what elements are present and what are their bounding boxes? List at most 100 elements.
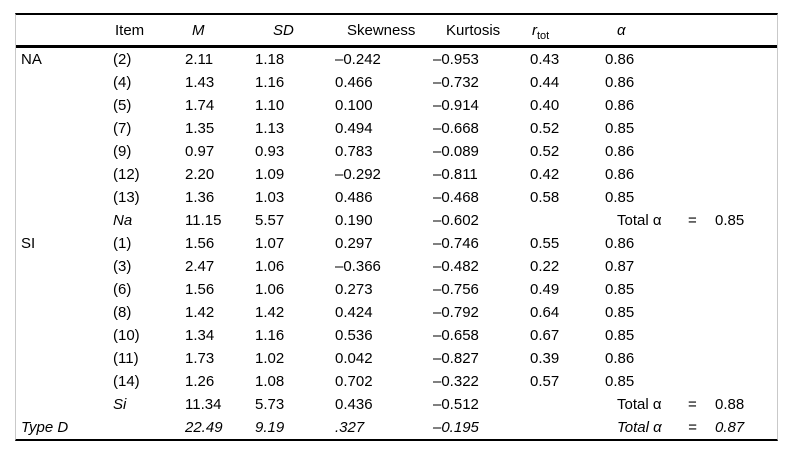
cell-rtot: 0.67	[530, 327, 560, 344]
cell-skewness: 0.702	[335, 373, 373, 390]
cell-kurtosis: –0.668	[433, 120, 479, 137]
cell-skewness: .327	[335, 419, 365, 436]
cell-alpha: 0.85	[605, 373, 635, 390]
cell-kurtosis: –0.482	[433, 258, 479, 275]
table-row: (13) 1.36 1.03 0.486 –0.468 0.58 0.85	[16, 186, 777, 209]
cell-mean: 1.43	[185, 74, 215, 91]
cell-alpha: 0.87	[605, 258, 635, 275]
cell-rtot: 0.52	[530, 120, 560, 137]
col-header-alpha: α	[617, 21, 626, 39]
cell-skewness: 0.100	[335, 97, 373, 114]
table-row: (5) 1.74 1.10 0.100 –0.914 0.40 0.86	[16, 94, 777, 117]
cell-mean: 2.11	[185, 51, 214, 68]
cell-group-label: SI	[21, 235, 36, 252]
cell-equals: =	[688, 419, 697, 436]
cell-mean: 1.36	[185, 189, 215, 206]
cell-item: (2)	[113, 51, 132, 68]
cell-alpha: 0.86	[605, 235, 635, 252]
cell-item: (5)	[113, 97, 132, 114]
cell-sd: 1.16	[255, 327, 285, 344]
cell-item: (3)	[113, 258, 132, 275]
table-body: NA (2) 2.11 1.18 –0.242 –0.953 0.43 0.86…	[16, 48, 777, 439]
cell-mean: 22.49	[185, 419, 223, 436]
cell-skewness: 0.466	[335, 74, 373, 91]
cell-total-alpha-value: 0.85	[715, 212, 745, 229]
table-row: (4) 1.43 1.16 0.466 –0.732 0.44 0.86	[16, 71, 777, 94]
cell-kurtosis: –0.512	[433, 396, 479, 413]
table-row: (14) 1.26 1.08 0.702 –0.322 0.57 0.85	[16, 370, 777, 393]
cell-alpha: 0.85	[605, 304, 635, 321]
cell-group-label: Type D	[21, 419, 69, 436]
table-row: (10) 1.34 1.16 0.536 –0.658 0.67 0.85	[16, 324, 777, 347]
cell-sd: 1.09	[255, 166, 285, 183]
cell-skewness: –0.292	[335, 166, 381, 183]
cell-kurtosis: –0.827	[433, 350, 479, 367]
cell-skewness: 0.783	[335, 143, 373, 160]
cell-mean: 11.34	[185, 396, 222, 413]
table-row: NA (2) 2.11 1.18 –0.242 –0.953 0.43 0.86	[16, 48, 777, 71]
cell-sd: 1.18	[255, 51, 285, 68]
cell-rtot: 0.43	[530, 51, 560, 68]
cell-rtot: 0.55	[530, 235, 560, 252]
table-row: SI (1) 1.56 1.07 0.297 –0.746 0.55 0.86	[16, 232, 777, 255]
cell-skewness: –0.242	[335, 51, 381, 68]
cell-mean: 2.20	[185, 166, 215, 183]
cell-item: (14)	[113, 373, 140, 390]
rtot-symbol: r	[532, 21, 537, 39]
cell-skewness: –0.366	[335, 258, 381, 275]
cell-alpha: 0.86	[605, 51, 635, 68]
table-row: Si 11.34 5.73 0.436 –0.512 Total α = 0.8…	[16, 393, 777, 416]
cell-item: (11)	[113, 350, 139, 367]
cell-kurtosis: –0.195	[433, 419, 479, 436]
cell-skewness: 0.190	[335, 212, 373, 229]
table-row: Type D 22.49 9.19 .327 –0.195 Total α = …	[16, 416, 777, 439]
cell-skewness: 0.536	[335, 327, 373, 344]
cell-sd: 1.42	[255, 304, 285, 321]
cell-equals: =	[688, 396, 697, 413]
table-row: (7) 1.35 1.13 0.494 –0.668 0.52 0.85	[16, 117, 777, 140]
cell-mean: 1.73	[185, 350, 215, 367]
table-header: Item M SD Skewness Kurtosis rtot α	[16, 15, 777, 48]
cell-alpha: 0.85	[605, 189, 635, 206]
cell-item: (12)	[113, 166, 140, 183]
cell-item: (13)	[113, 189, 140, 206]
table-row: (9) 0.97 0.93 0.783 –0.089 0.52 0.86	[16, 140, 777, 163]
cell-alpha: Total α	[617, 396, 662, 413]
cell-item: (1)	[113, 235, 132, 252]
cell-rtot: 0.42	[530, 166, 560, 183]
cell-group-label: NA	[21, 51, 42, 68]
cell-kurtosis: –0.658	[433, 327, 479, 344]
cell-kurtosis: –0.322	[433, 373, 479, 390]
col-header-rtot: rtot	[530, 21, 605, 42]
cell-kurtosis: –0.468	[433, 189, 479, 206]
cell-rtot: 0.58	[530, 189, 560, 206]
cell-sd: 1.16	[255, 74, 285, 91]
cell-sd: 1.06	[255, 258, 285, 275]
cell-kurtosis: –0.756	[433, 281, 479, 298]
cell-skewness: 0.042	[335, 350, 373, 367]
table-row: (6) 1.56 1.06 0.273 –0.756 0.49 0.85	[16, 278, 777, 301]
col-header-item: Item	[115, 21, 145, 39]
cell-skewness: 0.273	[335, 281, 373, 298]
cell-alpha: 0.86	[605, 166, 635, 183]
cell-kurtosis: –0.732	[433, 74, 479, 91]
cell-sd: 1.07	[255, 235, 285, 252]
col-header-sd: SD	[273, 21, 294, 39]
col-header-skewness: Skewness	[347, 21, 416, 39]
cell-item: Si	[113, 396, 127, 413]
cell-mean: 2.47	[185, 258, 215, 275]
stats-table: Item M SD Skewness Kurtosis rtot α NA (2…	[15, 13, 778, 441]
rtot-subscript: tot	[537, 29, 550, 42]
cell-mean: 1.35	[185, 120, 215, 137]
table-row: Na 11.15 5.57 0.190 –0.602 Total α = 0.8…	[16, 209, 777, 232]
cell-mean: 1.42	[185, 304, 215, 321]
cell-kurtosis: –0.914	[433, 97, 479, 114]
cell-skewness: 0.494	[335, 120, 373, 137]
cell-sd: 1.06	[255, 281, 285, 298]
table-row: (12) 2.20 1.09 –0.292 –0.811 0.42 0.86	[16, 163, 777, 186]
cell-alpha: 0.86	[605, 97, 635, 114]
table-row: (3) 2.47 1.06 –0.366 –0.482 0.22 0.87	[16, 255, 777, 278]
cell-item: Na	[113, 212, 133, 229]
cell-alpha: Total α	[617, 419, 662, 436]
